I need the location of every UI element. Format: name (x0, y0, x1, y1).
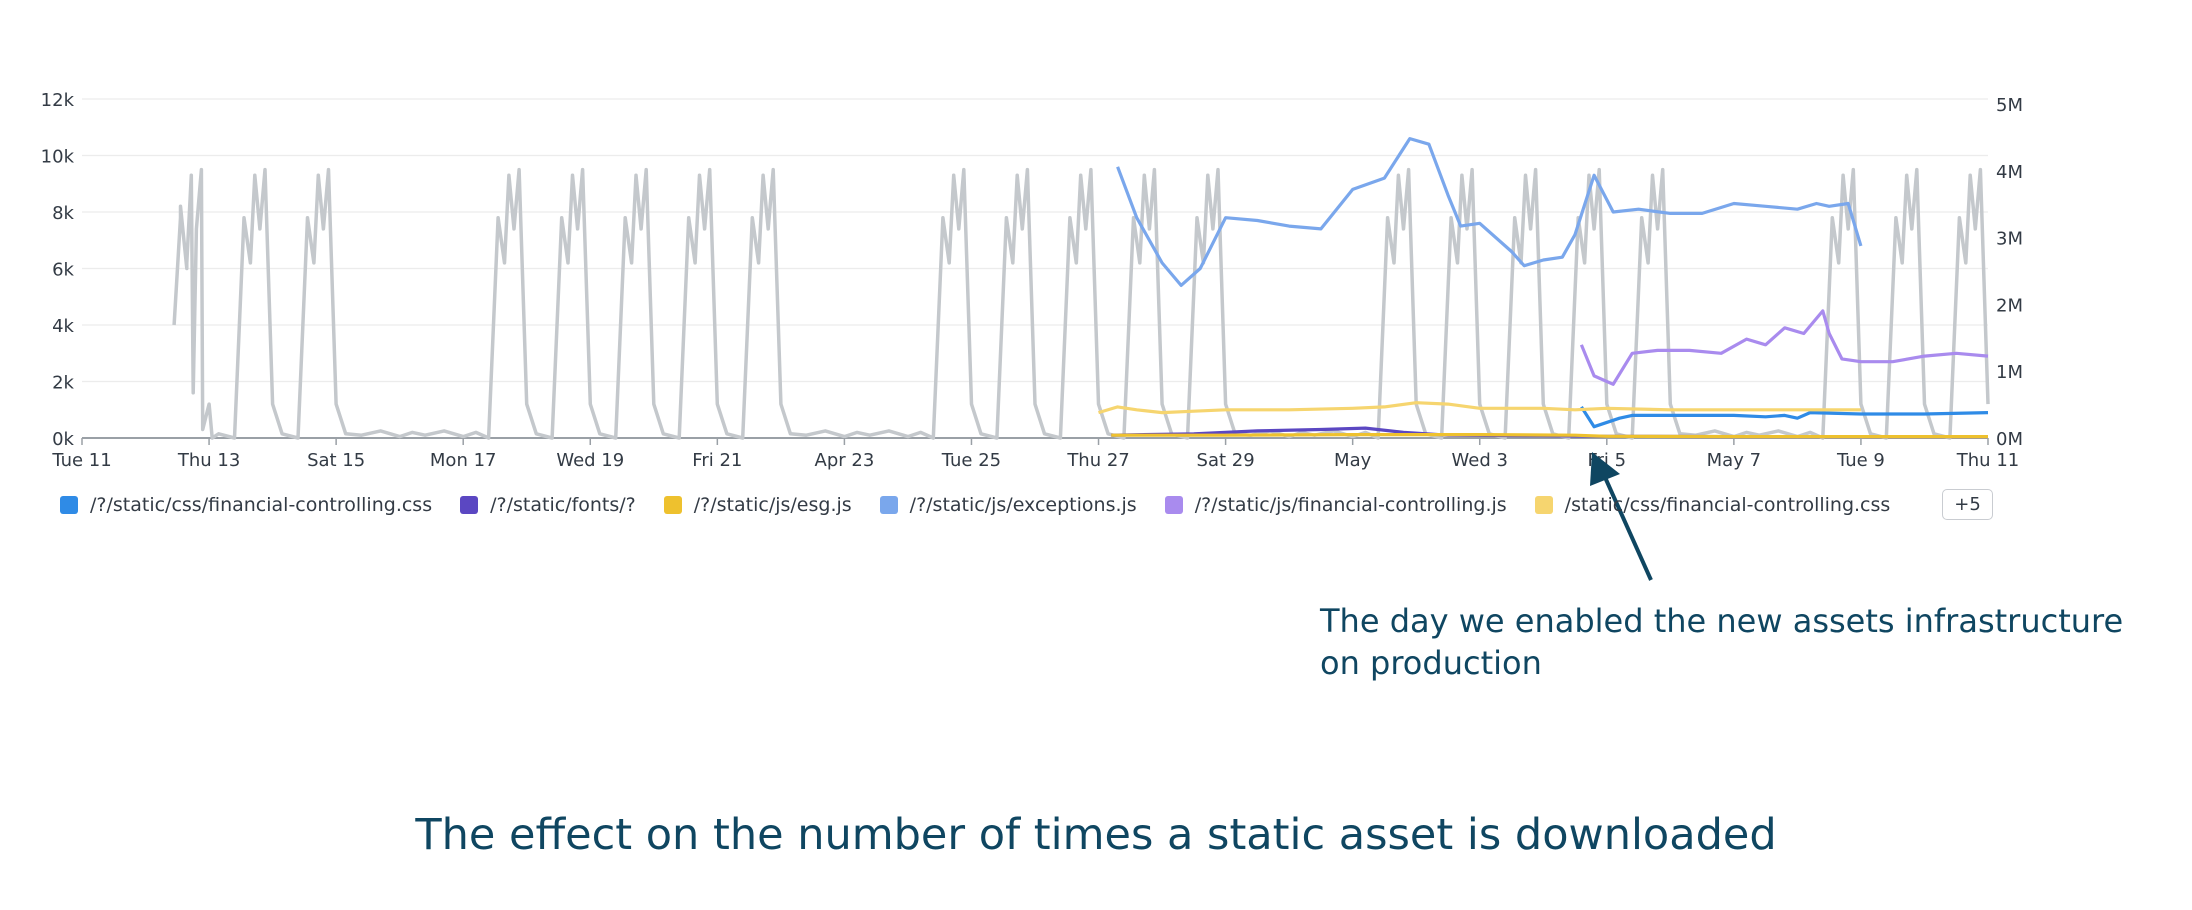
annotation-text: The day we enabled the new assets infras… (1320, 602, 2124, 682)
series-line-3 (1111, 433, 1988, 439)
y-right-tick-label: 0M (1996, 429, 2023, 450)
x-tick-label: Tue 25 (941, 450, 1001, 471)
axes: 0k 2k 4k 6k 8k 10k 12k 0M 1M 2M 3M 4M 5M Tue 11 Thu 13… (41, 90, 2023, 471)
y-right-tick-label: 1M (1996, 362, 2023, 383)
arrow-head (1590, 452, 1620, 486)
y-right-tick-label: 5M (1996, 95, 2023, 116)
x-tick-label: Sat 15 (307, 450, 365, 471)
legend-item-3[interactable]: /?/static/js/esg.js (663, 493, 852, 516)
x-tick-label: Sat 29 (1197, 450, 1255, 471)
legend-label: /?/static/css/financial-controlling.css (90, 493, 433, 516)
legend-swatch (60, 495, 78, 514)
legend-more-button[interactable]: +5 (1942, 489, 1993, 520)
y-left-tick-label: 2k (52, 373, 74, 394)
legend-label: /?/static/js/financial-controlling.js (1194, 493, 1507, 516)
legend-swatch (879, 495, 898, 514)
y-left-tick-label: 0k (52, 429, 74, 450)
x-tick-label: May (1334, 450, 1372, 471)
background-series-line (172, 167, 1990, 440)
x-tick-label: Fri 21 (692, 450, 742, 471)
legend-label: /?/static/fonts/? (490, 493, 636, 516)
x-tick-label: Thu 11 (1956, 450, 2019, 471)
legend-swatch (1534, 495, 1553, 514)
legend-item-4[interactable]: /?/static/js/exceptions.js (879, 493, 1137, 516)
y-left-tick-label: 8k (52, 203, 74, 224)
x-tick-label: Tue 9 (1836, 450, 1885, 471)
legend-swatch (460, 495, 479, 514)
series-layer (1098, 137, 1989, 439)
background-series (172, 167, 1990, 440)
y-left-tick-label: 12k (41, 90, 75, 111)
y-right-tick-label: 2M (1996, 295, 2023, 316)
legend-label: /static/css/financial-controlling.css (1564, 493, 1891, 516)
y-left-tick-label: 6k (52, 260, 74, 281)
x-tick-label: Mon 17 (430, 450, 497, 471)
series-line-5 (1579, 309, 1989, 386)
x-tick-label: May 7 (1707, 450, 1761, 471)
x-tick-label: Thu 27 (1066, 450, 1129, 471)
legend-swatch (663, 495, 682, 514)
legend: /?/static/css/financial-controlling.css /… (60, 489, 1993, 520)
legend-item-2[interactable]: /?/static/fonts/? (460, 494, 636, 516)
legend-label: /?/static/js/esg.js (693, 493, 852, 516)
legend-item-6[interactable]: /static/css/financial-controlling.css (1534, 493, 1891, 516)
y-right-tick-label: 3M (1996, 229, 2023, 250)
legend-swatch (1164, 495, 1183, 514)
caption: The effect on the number of times a stat… (415, 810, 1777, 860)
legend-item-1[interactable]: /?/static/css/financial-controlling.css (60, 494, 432, 516)
x-tick-label: Tue 11 (51, 450, 111, 471)
arrow-shaft (1602, 474, 1653, 581)
y-right-tick-label: 4M (1996, 162, 2023, 183)
x-tick-label: Wed 19 (556, 450, 624, 471)
x-tick-label: Thu 13 (177, 450, 240, 471)
x-tick-label: Apr 23 (815, 450, 875, 471)
series-line-6 (1098, 401, 1861, 415)
legend-item-5[interactable]: /?/static/js/financial-controlling.js (1164, 493, 1507, 516)
series-line-4 (1116, 137, 1863, 287)
legend-label: /?/static/js/exceptions.js (909, 493, 1137, 516)
y-left-tick-label: 10k (41, 147, 75, 168)
annotation-arrow (1590, 452, 1653, 581)
y-left-tick-label: 4k (52, 316, 74, 337)
series-line-1 (1580, 406, 1989, 429)
x-tick-label: Wed 3 (1452, 450, 1508, 471)
